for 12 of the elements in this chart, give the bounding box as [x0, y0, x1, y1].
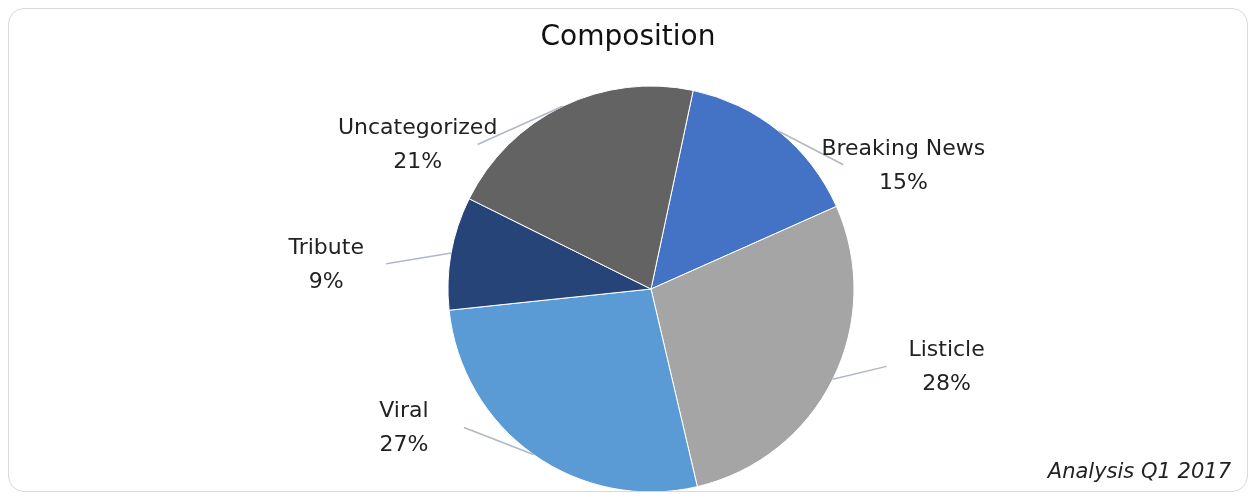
text: Analysis Q1 2017: [1047, 459, 1231, 483]
chart-title: Composition: [539, 19, 717, 52]
data-label: 15%: [878, 168, 928, 194]
slice-label: Breaking News: [821, 134, 986, 160]
data-label: 21%: [393, 148, 443, 174]
slice-label: Listicle: [908, 336, 985, 362]
slice-label: Viral: [379, 397, 429, 423]
data-label: 27%: [379, 431, 429, 457]
data-label: 28%: [922, 370, 972, 396]
slice-label: Uncategorized: [337, 114, 498, 140]
slice-label: Tribute: [287, 233, 364, 259]
data-label: 9%: [308, 267, 344, 293]
